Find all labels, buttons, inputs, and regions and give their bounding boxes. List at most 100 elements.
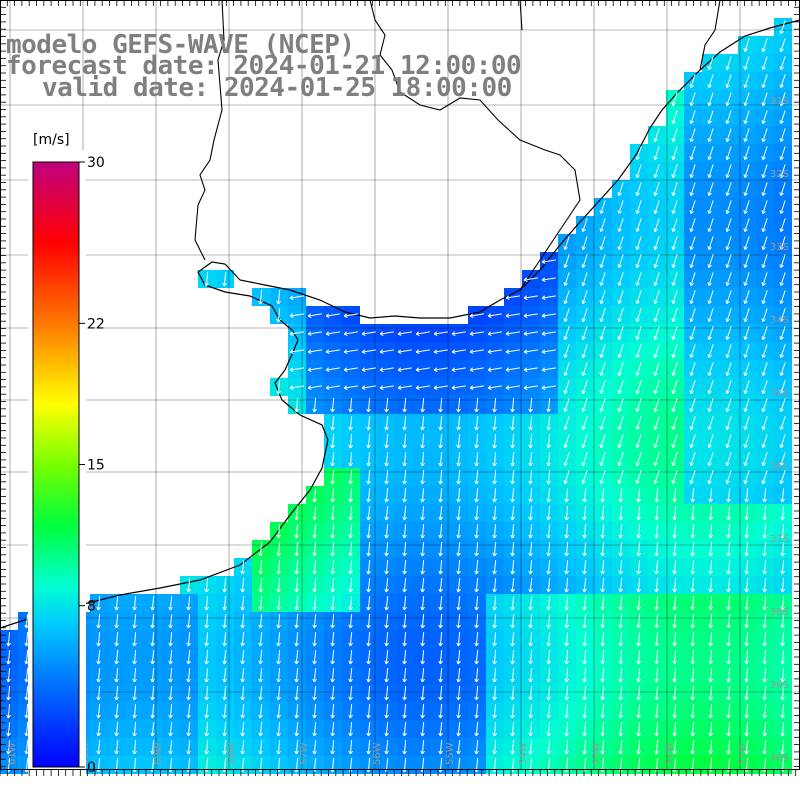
wind-arrow [689,74,696,89]
wind-arrow [132,631,137,647]
wind-arrow [528,649,533,665]
latitude-label: 32S [770,169,789,180]
wind-arrow [654,703,659,719]
lat-lon-grid [0,0,800,770]
wind-arrow [366,631,371,647]
wind-arrow [600,613,605,629]
wind-arrow [276,613,281,629]
wind-arrow [114,685,119,701]
wind-arrow [276,631,281,647]
wind-arrow [617,236,624,251]
wind-arrow [743,92,750,107]
wind-arrow [762,541,767,557]
wind-arrow [725,236,732,251]
wind-arrow [690,559,695,575]
wind-arrow [780,613,785,629]
wind-arrow [451,331,466,336]
wind-arrow [563,416,570,431]
wind-arrow [635,308,642,323]
wind-arrow [707,416,714,431]
wind-arrow [617,470,624,485]
wind-arrow [653,362,660,377]
wind-arrow [384,703,389,719]
wind-arrow [330,739,335,755]
wind-arrow [546,667,551,683]
wind-arrow [743,164,750,179]
wind-arrow [492,469,497,485]
wind-arrow [726,739,731,755]
wind-arrow [96,703,101,719]
wind-arrow [618,703,623,719]
longitude-label: 52W [664,742,675,765]
wind-arrow [779,74,786,89]
wind-arrow [546,739,551,755]
wind-arrow [636,631,641,647]
wind-arrow [689,452,696,467]
wind-arrow [402,415,407,431]
wind-arrow [384,595,389,611]
wind-arrow [761,110,768,125]
wind-arrow [474,559,479,575]
wind-arrow [707,272,714,287]
wind-arrow [276,595,281,611]
wind-arrow [707,218,714,233]
wind-arrow [599,254,606,269]
wind-arrow [779,254,786,269]
wind-arrow [312,649,317,665]
wind-arrow [744,487,749,503]
wind-arrow [528,667,533,683]
wind-arrow [312,739,317,755]
wind-arrow [222,613,227,629]
wind-arrow [348,559,353,575]
wind-arrow [456,433,461,449]
wind-arrow [671,164,678,179]
wind-arrow [599,434,606,449]
wind-arrow [330,469,335,485]
wind-arrow [528,415,533,431]
wind-arrow [150,595,155,611]
wind-arrow [384,415,389,431]
wind-arrow [563,380,570,395]
wind-arrow [689,272,696,287]
wind-arrow [492,721,497,737]
wind-arrow [690,631,695,647]
wind-arrow [312,541,317,557]
wind-arrow [330,559,335,575]
wind-arrow [240,667,245,683]
wind-arrow [330,415,335,431]
wind-arrow [397,331,412,336]
wind-arrow [743,74,750,89]
wind-arrow [438,415,443,431]
wind-arrow [635,362,642,377]
wind-arrow [671,200,678,215]
wind-arrow [528,433,533,449]
wind-arrow [348,451,353,467]
wind-arrow [258,541,263,557]
wind-arrow [743,254,750,269]
wind-arrow [546,541,551,557]
wind-arrow [132,703,137,719]
wind-arrow [258,721,263,737]
wind-arrow [761,272,768,287]
wind-arrow [564,703,569,719]
wind-arrow [361,367,376,372]
wind-arrow [132,613,137,629]
wind-arrow [415,367,430,372]
wind-arrow [761,236,768,251]
wind-arrow [743,146,750,161]
wind-arrow [780,577,785,593]
wind-arrow [361,331,376,336]
wind-arrow [420,649,425,665]
wind-arrow [636,577,641,593]
wind-arrow [689,434,696,449]
wind-arrow [456,469,461,485]
wind-arrow [635,434,642,449]
wind-arrow [743,452,750,467]
wind-arrow [492,559,497,575]
wind-arrow [492,631,497,647]
wind-arrow [96,613,101,629]
wind-arrow [384,523,389,539]
wind-arrow [671,92,678,107]
wind-arrow [420,667,425,683]
wind-arrow [289,331,304,336]
